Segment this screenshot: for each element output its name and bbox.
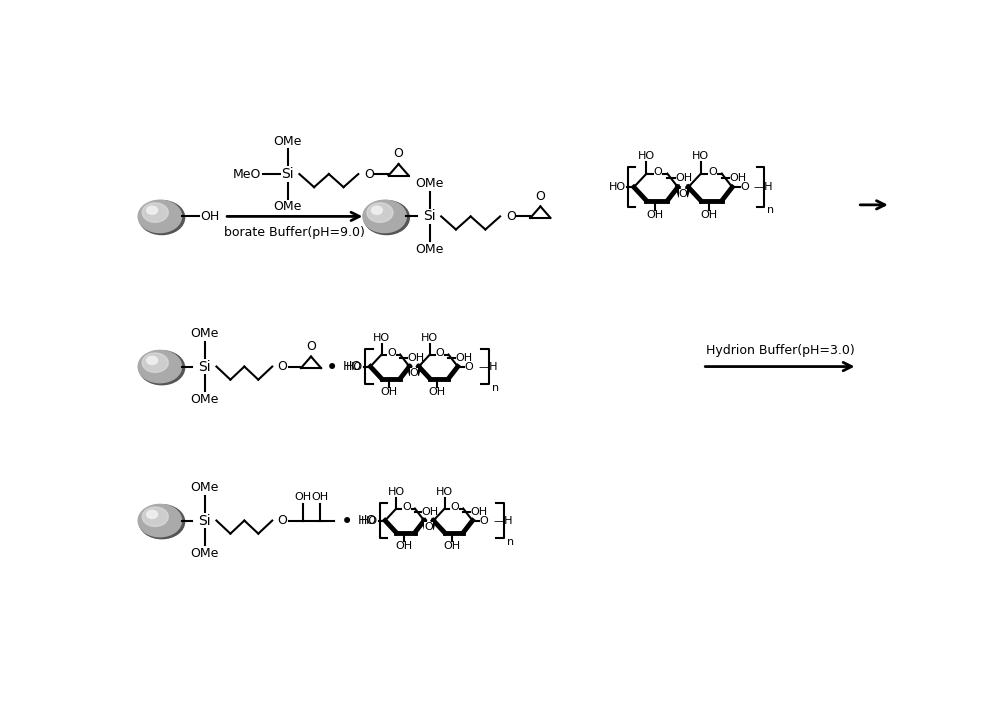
Text: O: O: [465, 362, 473, 372]
Ellipse shape: [138, 505, 182, 536]
Text: HO: HO: [609, 182, 626, 192]
Text: O: O: [278, 360, 288, 373]
Text: HO: HO: [436, 487, 453, 497]
Text: OMe: OMe: [415, 242, 444, 255]
Text: HO: HO: [361, 516, 378, 526]
Text: O: O: [535, 190, 545, 203]
Ellipse shape: [147, 206, 158, 214]
Ellipse shape: [139, 351, 185, 385]
Text: OH: OH: [200, 210, 219, 223]
Text: OMe: OMe: [191, 482, 219, 495]
Text: HO: HO: [388, 487, 405, 497]
Text: OMe: OMe: [274, 135, 302, 148]
Text: —H: —H: [479, 362, 498, 372]
Text: Si: Si: [423, 209, 436, 224]
Text: Si: Si: [281, 167, 294, 181]
Ellipse shape: [147, 357, 158, 365]
Text: OMe: OMe: [191, 546, 219, 559]
Text: OMe: OMe: [274, 200, 302, 214]
Text: OH: OH: [730, 173, 747, 183]
Text: HO: HO: [358, 514, 377, 527]
Text: O: O: [679, 189, 687, 199]
Text: O: O: [654, 167, 662, 177]
Text: O: O: [306, 340, 316, 353]
Ellipse shape: [138, 350, 182, 383]
Ellipse shape: [142, 203, 168, 222]
Text: —H: —H: [493, 516, 513, 526]
Text: HO: HO: [692, 151, 709, 160]
Text: n: n: [507, 536, 514, 546]
Text: HO: HO: [346, 362, 363, 372]
Text: OH: OH: [646, 211, 663, 221]
Ellipse shape: [367, 203, 393, 222]
Text: OH: OH: [312, 492, 329, 502]
Ellipse shape: [139, 201, 185, 234]
Text: OH: OH: [295, 492, 312, 502]
Text: O: O: [740, 182, 749, 192]
Text: OH: OH: [429, 388, 446, 398]
Text: OMe: OMe: [191, 327, 219, 340]
Text: OH: OH: [422, 507, 439, 517]
Text: OH: OH: [701, 211, 718, 221]
Text: HO: HO: [638, 151, 655, 160]
Text: O: O: [402, 502, 411, 512]
Text: OH: OH: [443, 541, 461, 551]
Text: n: n: [767, 206, 775, 216]
Text: Si: Si: [199, 513, 211, 528]
Text: borate Buffer(pH=9.0): borate Buffer(pH=9.0): [224, 226, 365, 239]
Text: O: O: [450, 502, 459, 512]
Text: O: O: [410, 368, 418, 378]
Text: OMe: OMe: [415, 177, 444, 191]
Text: n: n: [492, 383, 499, 393]
Ellipse shape: [371, 206, 382, 214]
Text: O: O: [708, 167, 717, 177]
Text: O: O: [479, 516, 488, 526]
Ellipse shape: [147, 510, 158, 518]
Text: O: O: [387, 348, 396, 358]
Text: OH: OH: [395, 541, 412, 551]
Text: O: O: [278, 514, 288, 527]
Ellipse shape: [142, 353, 168, 372]
Text: HO: HO: [373, 333, 390, 343]
Text: HO: HO: [421, 333, 438, 343]
Text: OH: OH: [407, 353, 424, 363]
Text: OH: OH: [455, 353, 472, 363]
Text: O: O: [436, 348, 444, 358]
Text: •: •: [340, 512, 353, 532]
Ellipse shape: [363, 200, 406, 232]
Ellipse shape: [139, 505, 185, 539]
Ellipse shape: [364, 201, 409, 234]
Text: O: O: [506, 210, 516, 223]
Text: Hydrion Buffer(pH=3.0): Hydrion Buffer(pH=3.0): [706, 344, 854, 357]
Text: •: •: [326, 358, 338, 378]
Text: OH: OH: [675, 173, 692, 183]
Text: OMe: OMe: [191, 393, 219, 406]
Text: MeO: MeO: [233, 168, 261, 180]
Text: —H: —H: [754, 182, 773, 192]
Ellipse shape: [142, 507, 168, 526]
Text: HO: HO: [343, 360, 362, 373]
Text: O: O: [424, 522, 433, 532]
Text: OH: OH: [470, 507, 487, 517]
Text: OH: OH: [380, 388, 398, 398]
Text: O: O: [364, 168, 374, 180]
Text: Si: Si: [199, 360, 211, 374]
Text: O: O: [394, 147, 404, 160]
Ellipse shape: [138, 200, 182, 232]
